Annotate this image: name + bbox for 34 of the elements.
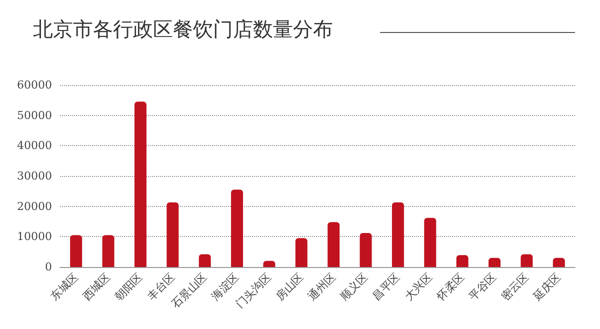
- y-tick-label: 40000: [17, 139, 52, 152]
- y-tick-label: 20000: [17, 200, 52, 213]
- bar: [295, 238, 308, 267]
- x-tick-label: 房山区: [273, 270, 306, 303]
- x-tick-label: 朝阳区: [112, 270, 146, 303]
- x-tick-label: 平谷区: [466, 270, 500, 303]
- bar: [552, 258, 565, 267]
- y-tick-label: 50000: [17, 108, 52, 122]
- chart-title: 北京市各行政区餐饮门店数量分布: [33, 17, 333, 41]
- x-tick-label: 通州区: [306, 270, 338, 303]
- x-tick-label: 大兴区: [402, 270, 435, 303]
- x-tick-label: 顺义区: [338, 270, 370, 303]
- x-tick-label: 怀柔区: [434, 270, 467, 304]
- y-tick-label: 30000: [17, 170, 52, 182]
- bar: [328, 222, 340, 267]
- bar: [456, 255, 468, 267]
- bar: [360, 233, 372, 267]
- bar: [102, 235, 114, 267]
- x-tick-label: 延庆区: [530, 270, 564, 304]
- x-tick-label: 昌平区: [370, 270, 403, 303]
- bar: [198, 254, 211, 267]
- bar: [392, 202, 404, 267]
- bar: [520, 254, 533, 267]
- bar: [166, 202, 179, 267]
- x-tick-label: 西城区: [80, 270, 113, 303]
- y-tick-label: 60000: [17, 78, 52, 92]
- x-tick-label: 密云区: [498, 270, 532, 303]
- bar: [488, 258, 501, 267]
- y-tick-label: 10000: [17, 230, 52, 244]
- bar: [424, 218, 436, 267]
- bar: [134, 102, 146, 267]
- bar: [70, 235, 82, 267]
- bar: [263, 260, 276, 267]
- bar: [231, 190, 244, 267]
